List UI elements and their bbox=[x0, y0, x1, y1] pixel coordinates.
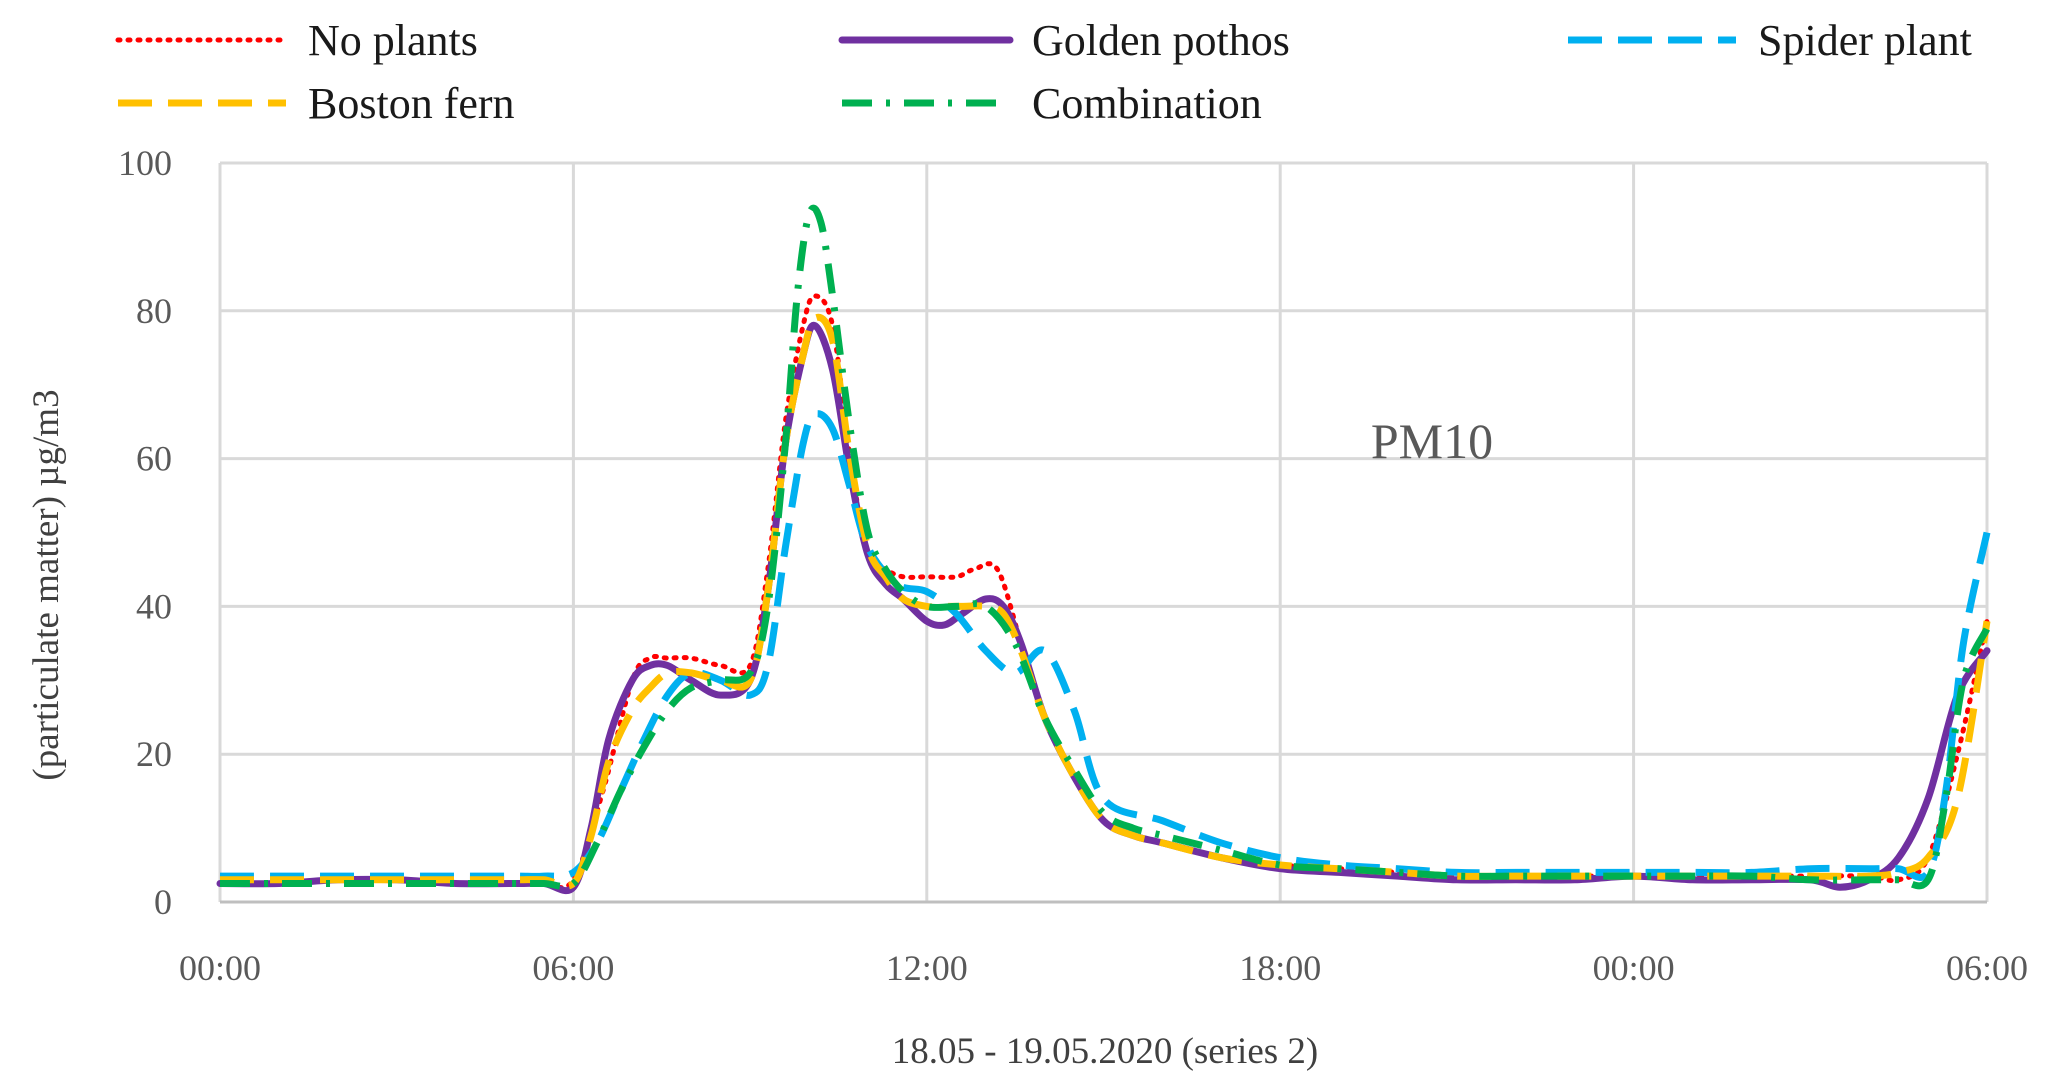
grid-lines bbox=[218, 161, 1989, 904]
legend-label-golden-pothos: Golden pothos bbox=[1032, 16, 1290, 65]
x-axis-ticks: 00:00 06:00 12:00 18:00 00:00 06:00 bbox=[179, 948, 2028, 988]
legend-label-combination: Combination bbox=[1032, 79, 1262, 128]
series-line-no-plants bbox=[217, 293, 1990, 891]
x-tick-label: 06:00 bbox=[1946, 948, 2028, 988]
x-tick-label: 06:00 bbox=[532, 948, 614, 988]
y-tick-label: 80 bbox=[136, 291, 172, 331]
x-tick-label: 00:00 bbox=[179, 948, 261, 988]
chart-annotation-pm10: PM10 bbox=[1371, 413, 1493, 469]
legend-label-spider-plant: Spider plant bbox=[1758, 16, 1972, 65]
series-lines bbox=[216, 204, 1991, 895]
legend: No plants Golden pothos Spider plant Boston… bbox=[115, 16, 1972, 128]
y-axis-ticks: 0 20 40 60 80 100 bbox=[118, 143, 172, 922]
x-tick-label: 00:00 bbox=[1593, 948, 1675, 988]
y-tick-label: 60 bbox=[136, 439, 172, 479]
y-axis-title: (particulate matter) µg/m3 bbox=[26, 389, 67, 780]
y-tick-label: 20 bbox=[136, 734, 172, 774]
series-line-spider-plant bbox=[220, 410, 1991, 881]
y-tick-label: 0 bbox=[154, 882, 172, 922]
x-axis-title: 18.05 - 19.05.2020 (series 2) bbox=[892, 1031, 1318, 1072]
x-tick-label: 12:00 bbox=[886, 948, 968, 988]
legend-label-no-plants: No plants bbox=[308, 16, 478, 65]
x-tick-label: 18:00 bbox=[1239, 948, 1321, 988]
series-line-golden-pothos bbox=[216, 321, 1991, 895]
legend-label-boston-fern: Boston fern bbox=[308, 79, 515, 128]
y-tick-label: 40 bbox=[136, 586, 172, 626]
y-tick-label: 100 bbox=[118, 143, 172, 183]
series-line-combination bbox=[220, 204, 1991, 890]
series-line-boston-fern bbox=[220, 313, 1991, 890]
